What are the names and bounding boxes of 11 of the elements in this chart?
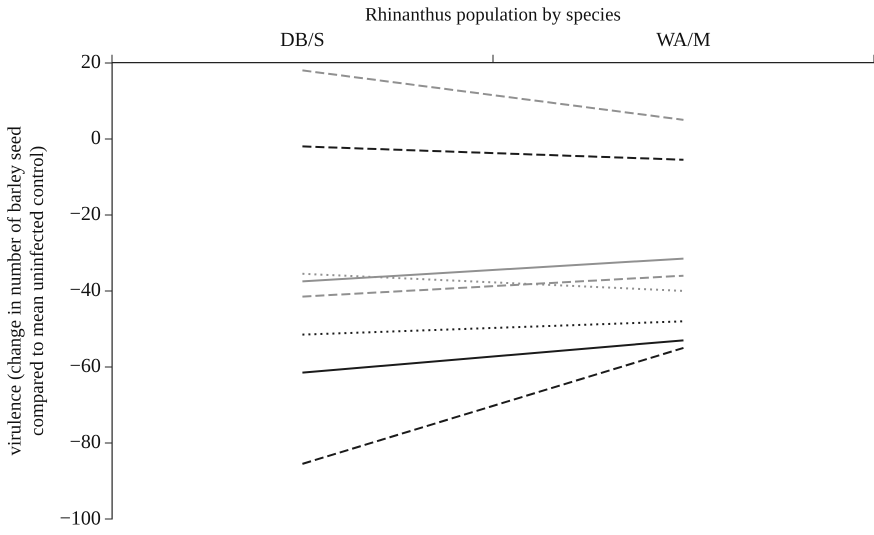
- y-tick-label: −60: [70, 355, 101, 378]
- y-tick-label: −80: [70, 431, 101, 454]
- x-tick-label: WA/M: [656, 29, 711, 52]
- y-axis-title: virulence (change in number of barley seed compared to mean uninfected control): [4, 126, 48, 456]
- y-tick-label: −100: [60, 507, 101, 530]
- y-tick-label: 20: [80, 51, 101, 74]
- y-tick-label: −40: [70, 279, 101, 302]
- x-tick-label: DB/S: [280, 29, 325, 52]
- y-tick-label: −20: [70, 203, 101, 226]
- y-tick-label: 0: [90, 127, 101, 150]
- x-axis-title: Rhinanthus population by species: [364, 4, 621, 26]
